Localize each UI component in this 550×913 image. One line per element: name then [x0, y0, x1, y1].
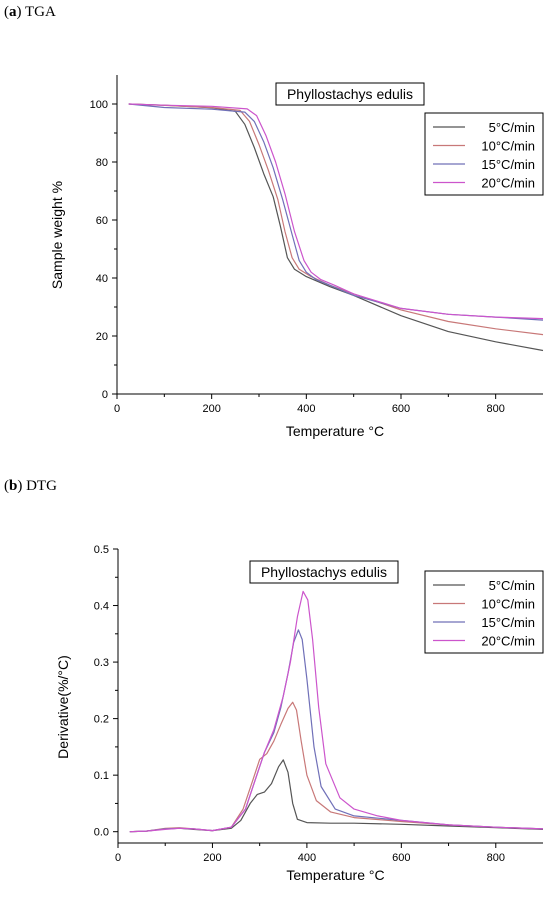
dtg-x-tick-label: 0 — [115, 852, 121, 864]
dtg-legend-box — [424, 570, 544, 654]
dtg-x-tick-label: 200 — [203, 852, 221, 864]
dtg-y-tick-label: 0.4 — [94, 601, 109, 613]
panel-label-a: (a) TGA — [4, 4, 56, 20]
dtg-y-axis-title: Derivative(%/°C) — [55, 655, 71, 759]
tga-y-tick-label: 20 — [96, 331, 108, 343]
tga-x-tick-label: 200 — [202, 403, 220, 415]
dtg-legend-label-3: 15°C/min — [481, 615, 535, 630]
panel-b-tag: b — [9, 478, 18, 494]
tga-y-tick-label: 100 — [90, 99, 108, 111]
tga-chart: 0 200 400 600 800 0 20 40 60 80 100 Temperature °C S… — [49, 75, 544, 439]
panel-a-tag: a — [9, 4, 17, 20]
dtg-legend-label-4: 20°C/min — [481, 634, 535, 649]
dtg-y-tick-label: 0.0 — [94, 827, 109, 839]
dtg-title-box — [249, 560, 399, 584]
dtg-x-tick-label: 800 — [487, 852, 505, 864]
tga-x-tick-label: 600 — [392, 403, 410, 415]
dtg-x-axis-title: Temperature °C — [286, 867, 384, 883]
tga-x-tick-label: 0 — [114, 403, 120, 415]
tga-x-tick-label: 400 — [297, 403, 315, 415]
dtg-x-tick-label: 400 — [298, 852, 316, 864]
panel-b-name: DTG — [26, 478, 57, 494]
dtg-series-line-2 — [129, 701, 544, 833]
tga-y-tick-label: 0 — [102, 389, 108, 401]
dtg-chart-title: Phyllostachys edulis — [261, 564, 387, 580]
tga-legend-label-2: 10°C/min — [481, 139, 535, 154]
dtg-legend-label-2: 10°C/min — [481, 597, 535, 612]
tga-plot: 0 200 400 600 800 0 20 40 60 80 100 Temperature °C S… — [49, 75, 544, 439]
tga-y-tick-label: 80 — [96, 157, 108, 169]
dtg-y-tick-label: 0.5 — [94, 544, 109, 556]
dtg-y-tick-label: 0.2 — [94, 714, 109, 726]
tga-legend-label-3: 15°C/min — [481, 157, 535, 172]
tga-y-tick-label: 40 — [96, 273, 108, 285]
dtg-y-tick-label: 0.3 — [94, 657, 109, 669]
panel-a-name: TGA — [24, 4, 56, 20]
dtg-series-line-3 — [129, 629, 544, 833]
tga-y-axis-title: Sample weight % — [49, 181, 65, 289]
tga-legend-label-4: 20°C/min — [481, 176, 535, 191]
tga-y-tick-label: 60 — [96, 215, 108, 227]
dtg-y-tick-label: 0.1 — [94, 770, 109, 782]
dtg-x-tick-label: 600 — [392, 852, 410, 864]
tga-legend-label-1: 5°C/min — [489, 120, 535, 135]
tga-chart-title: Phyllostachys edulis — [287, 86, 413, 102]
tga-series-line-2 — [128, 103, 544, 336]
tga-x-tick-label: 800 — [486, 403, 504, 415]
tga-x-axis-title: Temperature °C — [286, 423, 384, 439]
dtg-series-line-1 — [129, 759, 544, 833]
dtg-legend-label-1: 5°C/min — [489, 578, 535, 593]
tga-title-box — [275, 82, 425, 106]
panel-label-b: (b) DTG — [4, 478, 57, 494]
dtg-plot: 0 200 400 600 800 0.0 0.1 0.2 0.3 0.4 0.5 Temperatu… — [55, 544, 544, 883]
tga-series-line-4 — [128, 103, 544, 320]
dtg-series-line-4 — [129, 590, 544, 833]
